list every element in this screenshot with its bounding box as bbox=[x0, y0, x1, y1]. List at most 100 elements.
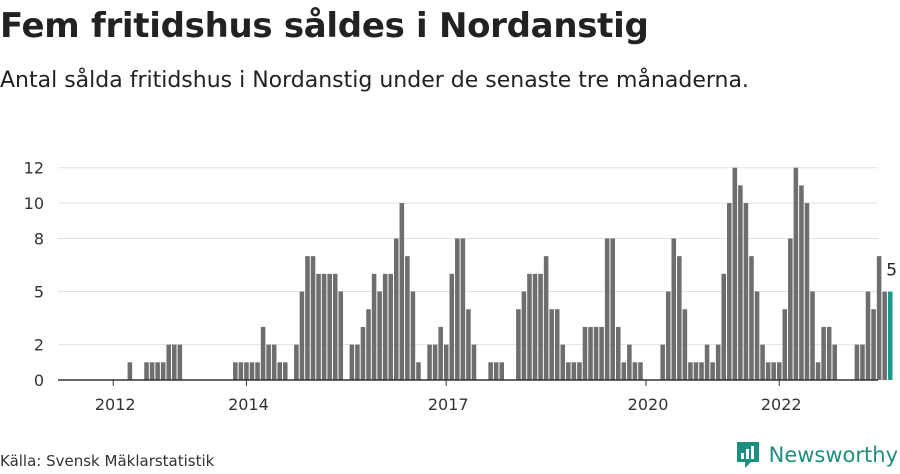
bar bbox=[754, 291, 760, 380]
bar bbox=[155, 362, 160, 380]
bar bbox=[887, 291, 893, 380]
bar bbox=[394, 238, 399, 380]
brand-logo: Newsworthy bbox=[735, 440, 898, 470]
bar bbox=[443, 344, 449, 380]
bar bbox=[549, 309, 554, 380]
bar bbox=[560, 344, 566, 380]
bar bbox=[710, 362, 715, 380]
bar bbox=[255, 362, 260, 380]
bar bbox=[865, 291, 871, 380]
bar bbox=[826, 326, 832, 380]
bar bbox=[382, 273, 388, 380]
bar bbox=[860, 344, 865, 380]
bar bbox=[721, 273, 726, 380]
bar bbox=[449, 273, 455, 380]
brand-name: Newsworthy bbox=[768, 443, 898, 467]
bar bbox=[260, 326, 266, 380]
bar bbox=[416, 362, 421, 380]
bar bbox=[577, 362, 582, 380]
bar bbox=[366, 309, 371, 380]
bar bbox=[532, 273, 538, 380]
bar bbox=[177, 344, 183, 380]
bar bbox=[438, 326, 443, 380]
bar bbox=[871, 309, 876, 380]
bar bbox=[604, 238, 610, 380]
x-tick-label: 2014 bbox=[228, 395, 269, 414]
bar bbox=[488, 362, 493, 380]
bar bbox=[665, 291, 671, 380]
bar bbox=[815, 362, 821, 380]
bar bbox=[554, 309, 560, 380]
bar bbox=[310, 256, 316, 380]
bar bbox=[271, 344, 277, 380]
bar bbox=[499, 362, 504, 380]
y-tick-label: 5 bbox=[34, 283, 44, 302]
bar bbox=[788, 238, 793, 380]
y-tick-label: 10 bbox=[24, 194, 44, 213]
bar bbox=[460, 238, 466, 380]
bar bbox=[616, 326, 621, 380]
bar bbox=[610, 238, 615, 380]
bar bbox=[688, 362, 693, 380]
bar bbox=[660, 344, 665, 380]
bar bbox=[588, 326, 593, 380]
bar-chart: 0 2 5 8 10 12 2012 2014 2017 2020 2022 5 bbox=[24, 159, 897, 414]
bar bbox=[299, 291, 305, 380]
last-value-label: 5 bbox=[886, 261, 897, 281]
bar bbox=[765, 362, 771, 380]
bar bbox=[455, 238, 460, 380]
bar bbox=[377, 291, 382, 380]
bar bbox=[160, 362, 166, 380]
bar bbox=[466, 309, 471, 380]
bar bbox=[521, 291, 527, 380]
bar bbox=[627, 344, 632, 380]
bar bbox=[749, 256, 754, 380]
bar bbox=[771, 362, 776, 380]
x-tick-label: 2022 bbox=[761, 395, 802, 414]
bar bbox=[693, 362, 699, 380]
bar bbox=[427, 344, 432, 380]
bar bbox=[327, 273, 332, 380]
bar bbox=[127, 362, 133, 380]
chart-title: Fem fritidshus såldes i Nordanstig bbox=[0, 6, 649, 46]
bar bbox=[732, 167, 738, 380]
bar bbox=[371, 273, 377, 380]
bar bbox=[760, 344, 765, 380]
y-tick-label: 8 bbox=[34, 229, 44, 248]
bar bbox=[405, 256, 410, 380]
bar bbox=[832, 344, 837, 380]
bar bbox=[338, 291, 344, 380]
bar bbox=[782, 309, 788, 380]
bar bbox=[527, 273, 532, 380]
bar bbox=[743, 203, 749, 380]
bar bbox=[516, 309, 521, 380]
bar bbox=[166, 344, 171, 380]
bar bbox=[810, 291, 815, 380]
bar bbox=[172, 344, 177, 380]
bar bbox=[266, 344, 271, 380]
bar bbox=[399, 203, 405, 380]
bar bbox=[388, 273, 393, 380]
bar bbox=[238, 362, 244, 380]
bar bbox=[638, 362, 643, 380]
bar bbox=[727, 203, 732, 380]
bar bbox=[582, 326, 588, 380]
bar bbox=[682, 309, 688, 380]
bar bbox=[854, 344, 860, 380]
bar bbox=[793, 167, 799, 380]
bar bbox=[571, 362, 577, 380]
bar bbox=[277, 362, 282, 380]
bar bbox=[677, 256, 682, 380]
bar bbox=[776, 362, 782, 380]
bar bbox=[233, 362, 238, 380]
bar bbox=[699, 362, 704, 380]
bar bbox=[144, 362, 149, 380]
bar bbox=[349, 344, 355, 380]
bar bbox=[799, 185, 804, 380]
bar bbox=[671, 238, 677, 380]
bar bbox=[305, 256, 310, 380]
bar bbox=[715, 344, 721, 380]
x-tick-label: 2020 bbox=[628, 395, 669, 414]
bar bbox=[294, 344, 299, 380]
source-note: Källa: Svensk Mäklarstatistik bbox=[0, 452, 215, 470]
